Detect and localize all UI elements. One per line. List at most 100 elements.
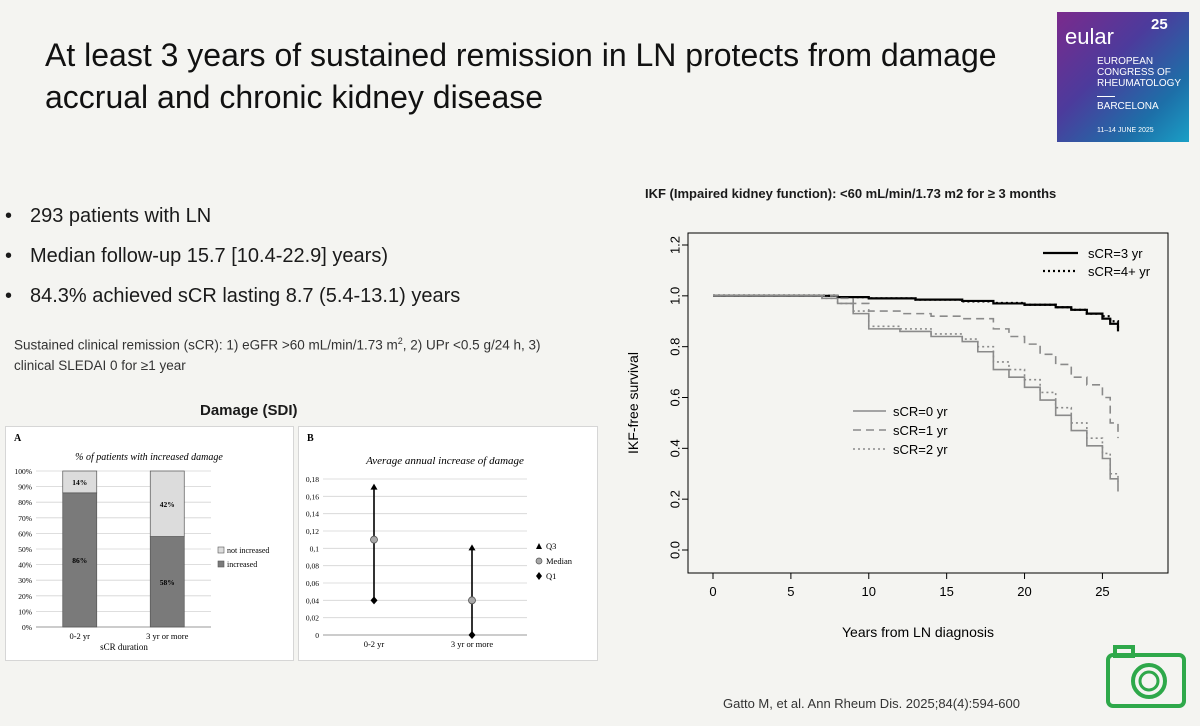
slide-title: At least 3 years of sustained remission … [45, 37, 997, 115]
survival-curve-scr-4-yr [713, 294, 1120, 329]
scr-definition: Sustained clinical remission (sCR): 1) e… [14, 331, 574, 376]
plot-frame [687, 232, 1169, 574]
logo-divider [1097, 96, 1115, 97]
legend-label: increased [227, 560, 257, 569]
logo-dates: 11–14 JUNE 2025 [1097, 127, 1154, 134]
legend-median-marker [535, 557, 543, 565]
panel-b: B Average annual increase of damage 0 0,0… [298, 426, 598, 661]
y-tick-label: 80% [18, 498, 32, 507]
legend-label: Q1 [546, 571, 556, 581]
km-survival-chart: 0.0 0.2 0.4 0.6 0.8 1.0 1.2 0 5 10 15 20 25 Years fro… [625, 232, 1169, 640]
y-tick-label: 0,04 [306, 596, 319, 605]
q3-point [468, 544, 476, 551]
damage-range-chart: B Average annual increase of damage 0 0,0… [306, 433, 573, 649]
x-tick-label: 3 yr or more [146, 631, 188, 641]
bar-segment-increased [149, 536, 185, 628]
y-tick-label: 70% [18, 514, 32, 523]
legend-label: Median [546, 556, 573, 566]
q3-point [370, 483, 378, 490]
logo-congress: EUROPEAN CONGRESS OF RHEUMATOLOGY [1097, 56, 1182, 89]
chart-b-title: Average annual increase of damage [365, 455, 524, 467]
damage-title: Damage (SDI) [200, 402, 298, 419]
bullet-list: 293 patients with LN Median follow-up 15… [5, 196, 460, 316]
legend-label: sCR=0 yr [893, 404, 948, 419]
bullet-item: 84.3% achieved sCR lasting 8.7 (5.4-13.1… [5, 276, 460, 316]
legend-label: not increased [227, 546, 269, 555]
y-tick-label: 0,1 [310, 544, 320, 553]
q1-point [468, 631, 476, 639]
chart-a-xlabel: sCR duration [100, 642, 148, 652]
x-tick-label: 10 [862, 584, 876, 599]
y-tick-label: 0,16 [306, 492, 319, 501]
y-tick-label: 0,14 [306, 510, 319, 519]
median-point [370, 535, 378, 544]
y-tick-label: 0.0 [667, 541, 682, 559]
survival-curve-scr-3-yr [713, 294, 1120, 332]
survival-curve-scr-1-yr [713, 295, 1119, 439]
legend-q3-marker [536, 543, 542, 549]
damage-bar-chart: A % of patients with increased damage sC… [14, 433, 269, 652]
x-tick-label: 3 yr or more [451, 639, 493, 649]
eular-logo: eular 25 EUROPEAN CONGRESS OF RHEUMATOLO… [1057, 12, 1189, 142]
bullet-item: Median follow-up 15.7 [10.4-22.9] years) [5, 236, 460, 276]
x-axis-label: Years from LN diagnosis [842, 624, 994, 640]
bar-segment-not-increased [149, 470, 185, 537]
legend-label: sCR=4+ yr [1088, 264, 1151, 279]
legend-label: sCR=2 yr [893, 442, 948, 457]
y-tick-label: 20% [18, 592, 32, 601]
panel-a-letter: A [14, 433, 22, 444]
y-tick-label: 50% [18, 545, 32, 554]
citation: Gatto M, et al. Ann Rheum Dis. 2025;84(4… [723, 696, 1021, 711]
legend-label: sCR=1 yr [893, 423, 948, 438]
y-tick-label: 30% [18, 576, 32, 585]
y-tick-label: 90% [18, 483, 32, 492]
x-tick-label: 25 [1095, 584, 1109, 599]
bar-data-label: 58% [160, 578, 175, 587]
x-tick-label: 0 [709, 584, 716, 599]
bar-data-label: 14% [72, 478, 87, 487]
q1-point [370, 596, 378, 605]
y-tick-label: 0.4 [667, 439, 682, 457]
definition-superscript: 2 [397, 336, 403, 346]
km-chart-title: IKF (Impaired kidney function): <60 mL/m… [645, 186, 1057, 201]
y-tick-label: 1.2 [667, 236, 682, 254]
panel-b-letter: B [307, 433, 314, 444]
x-tick-label: 20 [1017, 584, 1031, 599]
bar-data-label: 42% [160, 500, 175, 509]
survival-curve-scr-0-yr [713, 295, 1119, 492]
y-tick-label: 0 [315, 631, 319, 640]
y-tick-label: 0.2 [667, 490, 682, 508]
y-tick-label: 0,18 [306, 475, 319, 484]
y-tick-label: 0,06 [306, 579, 319, 588]
y-axis-label: IKF-free survival [625, 352, 641, 454]
y-tick-label: 10% [18, 607, 32, 616]
camera-icon[interactable] [1105, 643, 1187, 709]
legend-swatch [217, 546, 225, 554]
x-tick-label: 15 [939, 584, 953, 599]
legend-label: sCR=3 yr [1088, 246, 1143, 261]
legend-q1-marker [536, 572, 542, 580]
panel-a: A % of patients with increased damage sC… [5, 426, 294, 661]
y-tick-label: 0.8 [667, 338, 682, 356]
logo-brand: eular [1065, 24, 1114, 49]
median-point [468, 596, 476, 605]
x-tick-label: 5 [787, 584, 794, 599]
definition-suffix: , 2) UPr <0.5 g/24 h, 3) clinical SLEDAI… [14, 337, 541, 373]
y-tick-label: 1.0 [667, 287, 682, 305]
y-tick-label: 0,02 [306, 614, 319, 623]
y-tick-label: 0% [22, 623, 32, 632]
definition-prefix: Sustained clinical remission (sCR): 1) e… [14, 337, 398, 353]
logo-city: BARCELONA [1097, 101, 1159, 112]
x-tick-label: 0-2 yr [69, 631, 90, 641]
x-tick-label: 0-2 yr [364, 639, 385, 649]
logo-edition: 25 [1151, 16, 1168, 33]
y-tick-label: 40% [18, 561, 32, 570]
bullet-item: 293 patients with LN [5, 196, 460, 236]
bar-segment-not-increased [62, 470, 98, 494]
bar-data-label: 86% [72, 556, 87, 565]
chart-a-title: % of patients with increased damage [75, 452, 223, 463]
legend-label: Q3 [546, 541, 556, 551]
y-tick-label: 0,08 [306, 562, 319, 571]
legend-swatch [217, 560, 225, 568]
y-tick-label: 0.6 [667, 388, 682, 406]
